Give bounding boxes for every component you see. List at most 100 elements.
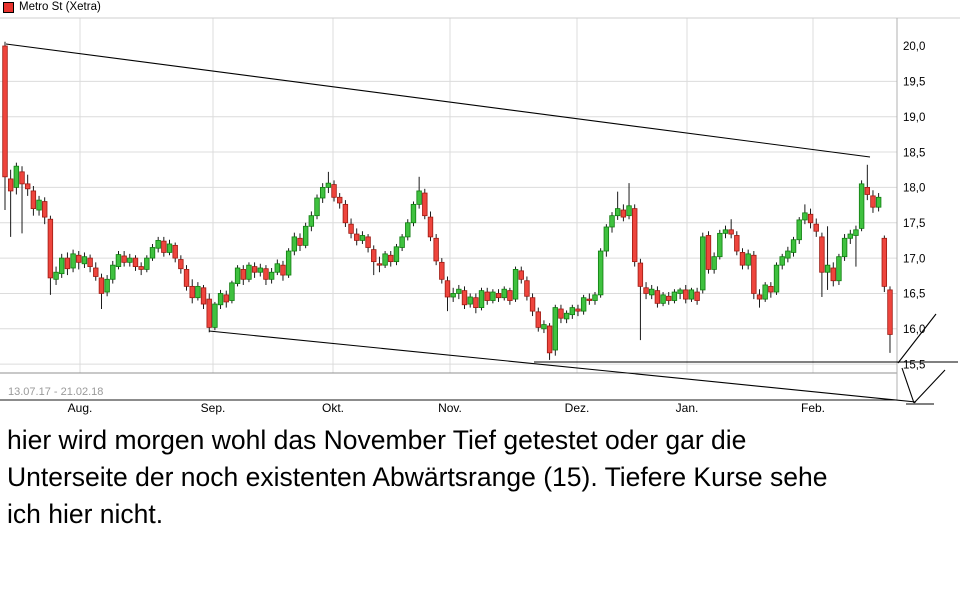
candle-down <box>807 213 814 224</box>
candle-down <box>881 237 888 287</box>
month-label: Jan. <box>676 401 699 415</box>
price-tick-label: 18,0 <box>903 183 925 195</box>
candle-up <box>291 236 298 252</box>
candle-up <box>70 253 76 269</box>
candle-up <box>722 229 729 234</box>
candle-down <box>121 255 127 263</box>
candle-up <box>217 293 224 306</box>
candle-down <box>819 236 825 273</box>
candle-up <box>745 253 751 266</box>
candle-up <box>127 257 133 263</box>
candle-up <box>597 250 604 296</box>
candle-up <box>155 240 161 249</box>
candle-up <box>824 264 831 273</box>
candle-down <box>200 287 207 305</box>
month-label: Feb. <box>801 401 825 415</box>
candle-down <box>337 196 343 204</box>
candle-down <box>756 294 763 300</box>
candle-down <box>694 291 700 301</box>
month-label: Okt. <box>322 401 344 415</box>
price-tick-label: 20,0 <box>903 41 925 53</box>
candle-up <box>234 267 241 284</box>
candle-down <box>365 236 371 248</box>
candle-down <box>643 287 649 294</box>
candle-down <box>473 297 479 308</box>
candle-down <box>132 257 139 267</box>
candle-down <box>433 237 439 262</box>
candle-down <box>518 270 524 280</box>
candle-down <box>768 285 774 293</box>
candle-up <box>405 222 411 238</box>
candlestick-chart: 20,0 19,5 19,0 18,5 18,0 17,5 17,0 16,5 16,0 15,5… <box>0 17 960 415</box>
candle-down <box>348 223 354 234</box>
candle-down <box>575 308 581 312</box>
candle-up <box>302 225 309 246</box>
candle-up <box>762 284 768 300</box>
candle-down <box>632 208 638 263</box>
bounce-down <box>901 367 915 404</box>
axis-labels-layer: 20,0 19,5 19,0 18,5 18,0 17,5 17,0 16,5 16,0 15,5… <box>68 41 926 415</box>
candle-down <box>280 264 286 276</box>
candle-up <box>796 219 802 241</box>
candle-up <box>773 264 780 293</box>
candle-up <box>700 236 706 291</box>
candle-up <box>149 247 156 259</box>
commentary-line-3: ich hier nicht. <box>7 499 164 529</box>
candle-down <box>683 289 689 300</box>
candle-down <box>484 291 490 301</box>
price-tick-label: 17,5 <box>903 218 925 230</box>
candle-up <box>393 246 400 263</box>
candle-down <box>64 257 71 270</box>
month-label: Aug. <box>68 401 93 415</box>
candle-up <box>779 256 785 266</box>
candle-up <box>59 257 65 275</box>
candle-up <box>563 312 570 320</box>
candle-down <box>93 267 99 277</box>
candle-up <box>115 254 122 267</box>
candle-up <box>467 296 473 305</box>
candle-down <box>422 192 428 217</box>
price-tick-label: 19,0 <box>903 112 925 124</box>
candle-up <box>660 294 666 304</box>
price-tick-label: 19,5 <box>903 77 925 89</box>
candle-down <box>376 263 383 266</box>
price-tick-label: 15,5 <box>903 359 925 371</box>
candle-wicks-layer <box>4 41 891 360</box>
candle-down <box>297 237 303 246</box>
candle-up <box>671 291 678 301</box>
candle-up <box>53 271 59 280</box>
candle-up <box>195 285 201 299</box>
candle-up <box>36 199 42 211</box>
candle-down <box>172 244 178 259</box>
month-label: Sep. <box>201 401 226 415</box>
candle-up <box>512 269 519 300</box>
candle-down <box>342 203 349 224</box>
candle-up <box>626 205 632 217</box>
candle-up <box>858 183 865 229</box>
candle-down <box>524 280 530 297</box>
bounce-up-low <box>913 369 946 404</box>
candle-down <box>864 186 870 195</box>
candle-up <box>614 208 621 217</box>
candle-down <box>495 293 502 299</box>
date-range-label: 13.07.17 - 21.02.18 <box>8 386 104 398</box>
candle-up <box>246 264 252 280</box>
candle-up <box>144 257 150 270</box>
candle-down <box>546 325 553 354</box>
candle-down <box>206 298 212 328</box>
candle-up <box>569 307 575 316</box>
candle-up <box>677 289 683 294</box>
candle-down <box>7 178 14 192</box>
gridlines-layer <box>0 18 897 373</box>
candle-down <box>734 235 740 252</box>
candle-up <box>257 267 263 273</box>
candle-up <box>478 290 485 308</box>
candle-down <box>558 308 564 319</box>
candle-down <box>666 295 672 301</box>
commentary-text: hier wird morgen wohl das November Tief … <box>7 422 955 533</box>
candle-down <box>739 252 746 266</box>
lower-trendline <box>208 330 917 403</box>
candle-up <box>166 243 173 253</box>
candle-up <box>450 293 456 298</box>
price-tick-label: 17,0 <box>903 253 925 265</box>
